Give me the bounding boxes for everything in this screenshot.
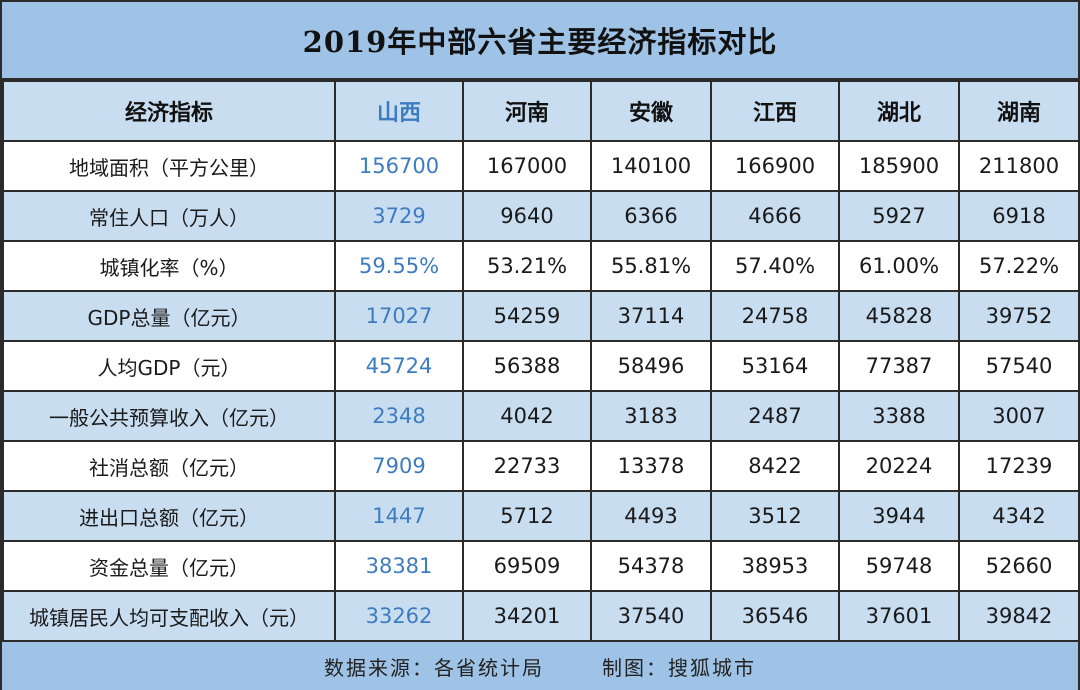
- value-cell: 3007: [958, 390, 1080, 442]
- footer-bar: 数据来源：各省统计局 制图：搜狐城市: [2, 640, 1078, 690]
- column-header-5: 湖北: [838, 80, 960, 142]
- value-cell: 54378: [590, 540, 712, 592]
- row-label: GDP总量（亿元）: [2, 290, 336, 342]
- table-row: 城镇化率（%） 59.55% 53.21% 55.81% 57.40% 61.00% 57.…: [2, 240, 1080, 292]
- value-cell: 2348: [334, 390, 464, 442]
- value-cell: 5712: [462, 490, 592, 542]
- value-cell: 3512: [710, 490, 840, 542]
- row-label: 常住人口（万人）: [2, 190, 336, 242]
- value-cell: 3183: [590, 390, 712, 442]
- value-cell: 22733: [462, 440, 592, 492]
- value-cell: 17239: [958, 440, 1080, 492]
- value-cell: 37601: [838, 590, 960, 642]
- value-cell: 17027: [334, 290, 464, 342]
- row-label: 城镇化率（%）: [2, 240, 336, 292]
- value-cell: 36546: [710, 590, 840, 642]
- value-cell: 38381: [334, 540, 464, 592]
- value-cell: 211800: [958, 140, 1080, 192]
- value-cell: 54259: [462, 290, 592, 342]
- value-cell: 45724: [334, 340, 464, 392]
- value-cell: 4342: [958, 490, 1080, 542]
- value-cell: 59748: [838, 540, 960, 592]
- source-credit: 数据来源：各省统计局: [324, 655, 544, 680]
- value-cell: 24758: [710, 290, 840, 342]
- value-cell: 45828: [838, 290, 960, 342]
- value-cell: 52660: [958, 540, 1080, 592]
- value-cell: 34201: [462, 590, 592, 642]
- value-cell: 57.40%: [710, 240, 840, 292]
- value-cell: 3729: [334, 190, 464, 242]
- row-label: 人均GDP（元）: [2, 340, 336, 392]
- table-row: 城镇居民人均可支配收入（元） 33262 34201 37540 36546 37601 3…: [2, 590, 1080, 642]
- value-cell: 59.55%: [334, 240, 464, 292]
- value-cell: 4042: [462, 390, 592, 442]
- value-cell: 8422: [710, 440, 840, 492]
- value-cell: 39752: [958, 290, 1080, 342]
- value-cell: 58496: [590, 340, 712, 392]
- row-label: 社消总额（亿元）: [2, 440, 336, 492]
- row-label: 城镇居民人均可支配收入（元）: [2, 590, 336, 642]
- value-cell: 3388: [838, 390, 960, 442]
- value-cell: 3944: [838, 490, 960, 542]
- value-cell: 37540: [590, 590, 712, 642]
- value-cell: 4493: [590, 490, 712, 542]
- value-cell: 13378: [590, 440, 712, 492]
- value-cell: 37114: [590, 290, 712, 342]
- value-cell: 7909: [334, 440, 464, 492]
- value-cell: 20224: [838, 440, 960, 492]
- value-cell: 166900: [710, 140, 840, 192]
- column-header-2: 河南: [462, 80, 592, 142]
- table-row: 一般公共预算收入（亿元） 2348 4042 3183 2487 3388 3007: [2, 390, 1080, 442]
- table-body: 地域面积（平方公里） 156700 167000 140100 166900 185900…: [2, 140, 1080, 642]
- value-cell: 38953: [710, 540, 840, 592]
- value-cell: 156700: [334, 140, 464, 192]
- value-cell: 57540: [958, 340, 1080, 392]
- table-title: 2019年中部六省主要经济指标对比: [2, 2, 1078, 80]
- table-row: GDP总量（亿元） 17027 54259 37114 24758 45828 39752: [2, 290, 1080, 342]
- column-header-3: 安徽: [590, 80, 712, 142]
- value-cell: 140100: [590, 140, 712, 192]
- table-row: 资金总量（亿元） 38381 69509 54378 38953 59748 52660: [2, 540, 1080, 592]
- value-cell: 39842: [958, 590, 1080, 642]
- value-cell: 1447: [334, 490, 464, 542]
- table-row: 社消总额（亿元） 7909 22733 13378 8422 20224 17239: [2, 440, 1080, 492]
- row-label: 资金总量（亿元）: [2, 540, 336, 592]
- column-header-4: 江西: [710, 80, 840, 142]
- value-cell: 56388: [462, 340, 592, 392]
- row-label: 进出口总额（亿元）: [2, 490, 336, 542]
- value-cell: 6918: [958, 190, 1080, 242]
- table-header: 经济指标 山西 河南 安徽 江西 湖北 湖南: [2, 80, 1080, 142]
- value-cell: 53.21%: [462, 240, 592, 292]
- value-cell: 5927: [838, 190, 960, 242]
- column-header-1: 山西: [334, 80, 464, 142]
- value-cell: 57.22%: [958, 240, 1080, 292]
- value-cell: 61.00%: [838, 240, 960, 292]
- table-row: 常住人口（万人） 3729 9640 6366 4666 5927 6918: [2, 190, 1080, 242]
- row-label: 地域面积（平方公里）: [2, 140, 336, 192]
- economic-indicators-table: 经济指标 山西 河南 安徽 江西 湖北 湖南 地域面积（平方公里） 156700 167000…: [2, 80, 1080, 642]
- header-label-cell: 经济指标: [2, 80, 336, 142]
- value-cell: 53164: [710, 340, 840, 392]
- value-cell: 4666: [710, 190, 840, 242]
- header-row: 经济指标 山西 河南 安徽 江西 湖北 湖南: [2, 80, 1080, 142]
- table-row: 进出口总额（亿元） 1447 5712 4493 3512 3944 4342: [2, 490, 1080, 542]
- column-header-6: 湖南: [958, 80, 1080, 142]
- value-cell: 2487: [710, 390, 840, 442]
- value-cell: 6366: [590, 190, 712, 242]
- value-cell: 185900: [838, 140, 960, 192]
- value-cell: 33262: [334, 590, 464, 642]
- value-cell: 77387: [838, 340, 960, 392]
- chart-credit: 制图：搜狐城市: [602, 655, 756, 680]
- table-row: 地域面积（平方公里） 156700 167000 140100 166900 185900…: [2, 140, 1080, 192]
- value-cell: 55.81%: [590, 240, 712, 292]
- table-row: 人均GDP（元） 45724 56388 58496 53164 77387 57540: [2, 340, 1080, 392]
- value-cell: 167000: [462, 140, 592, 192]
- value-cell: 9640: [462, 190, 592, 242]
- row-label: 一般公共预算收入（亿元）: [2, 390, 336, 442]
- value-cell: 69509: [462, 540, 592, 592]
